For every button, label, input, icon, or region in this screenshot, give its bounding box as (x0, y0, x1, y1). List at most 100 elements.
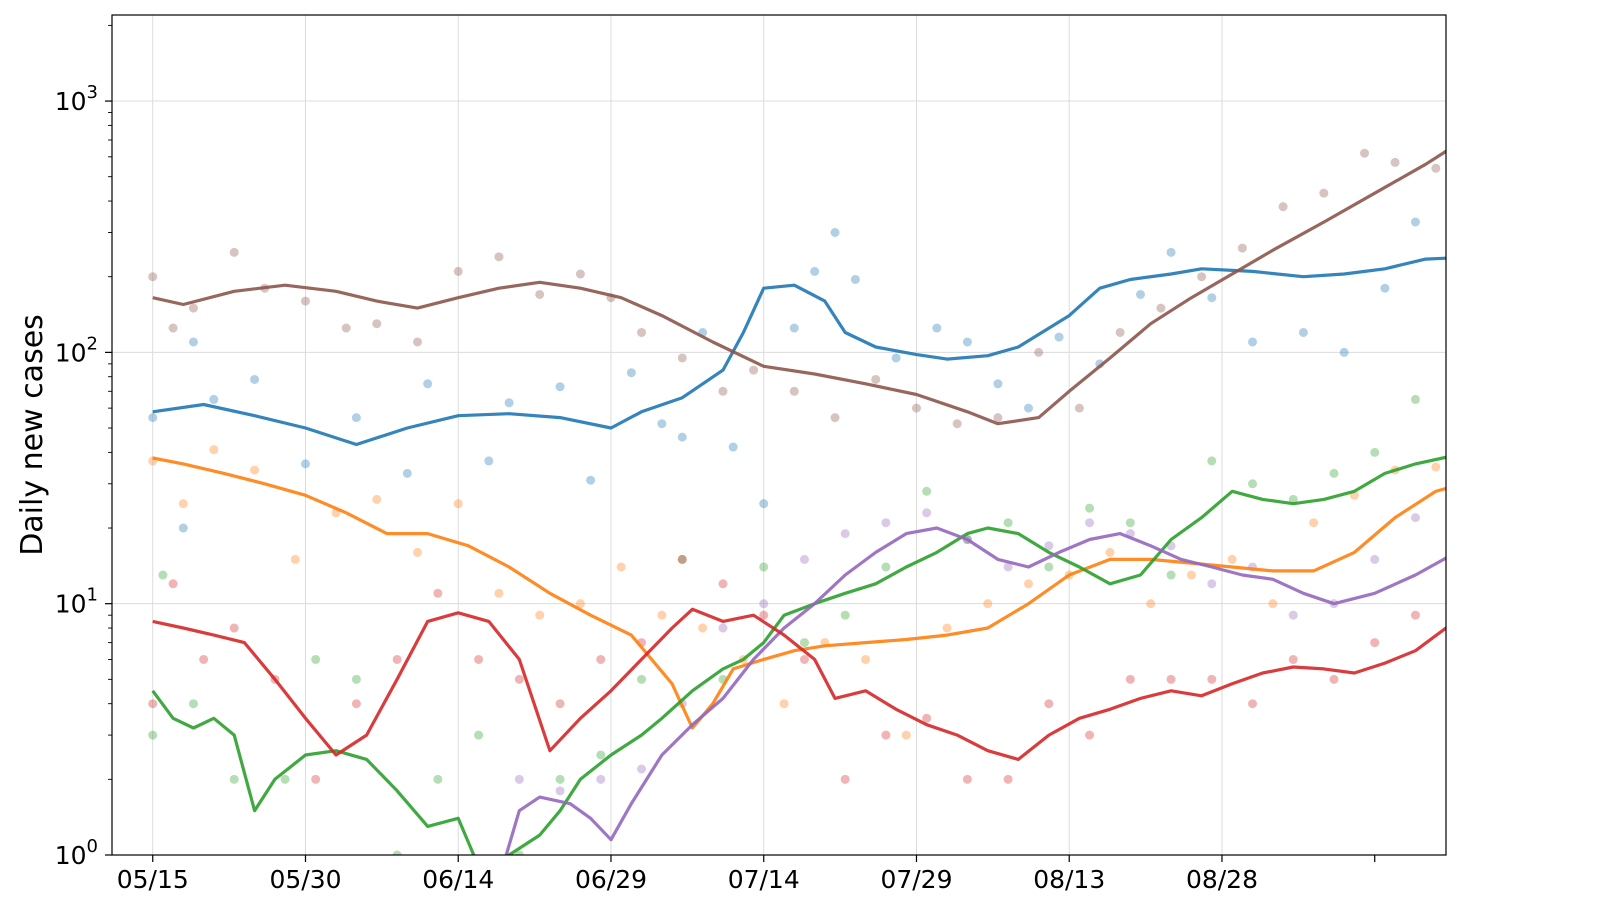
point-georgia (351, 699, 361, 709)
x-tick-label: 07/29 (880, 865, 952, 894)
point-czechia (1380, 283, 1390, 293)
point-hungary (290, 554, 300, 564)
point-netherlands (168, 323, 178, 333)
point-netherlands (749, 365, 759, 375)
point-slovakia (637, 674, 647, 684)
point-czechia (1533, 272, 1542, 281)
point-czechia (1410, 217, 1420, 227)
x-tick-label: 08/28 (1186, 865, 1258, 894)
point-czechia (178, 523, 188, 533)
point-czechia (657, 419, 667, 429)
point-slovakia (229, 774, 239, 784)
point-netherlands (830, 413, 840, 423)
point-georgia (1452, 638, 1461, 647)
point-netherlands (993, 413, 1003, 423)
point-czechia (1136, 289, 1146, 299)
point-netherlands (1319, 188, 1329, 198)
point-hungary (1146, 599, 1156, 609)
point-hungary (250, 465, 260, 475)
point-netherlands (1554, 160, 1563, 169)
point-slovakia (311, 654, 321, 664)
point-georgia (311, 774, 321, 784)
point-czechia (993, 379, 1003, 389)
x-tick-label: 05/15 (117, 865, 189, 894)
point-czechia (402, 468, 412, 478)
plot-frame (111, 14, 1447, 856)
point-czechia (1564, 278, 1573, 287)
line-slovenia (504, 526, 1446, 855)
point-czechia (850, 274, 860, 284)
line-slovakia (151, 455, 1446, 855)
point-slovakia (474, 730, 484, 740)
point-slovakia (1574, 353, 1583, 362)
point-netherlands (1237, 243, 1247, 253)
point-czechia (626, 368, 636, 378)
point-slovenia (840, 529, 850, 539)
point-georgia (1329, 674, 1339, 684)
point-netherlands (637, 327, 647, 337)
point-hungary (453, 499, 463, 509)
point-slovenia (1410, 513, 1420, 523)
point-czechia (728, 442, 738, 452)
y-axis-label: Daily new cases (15, 314, 50, 556)
point-netherlands (789, 386, 799, 396)
point-czechia (250, 374, 260, 384)
point-netherlands (871, 374, 881, 384)
series-lines (151, 149, 1446, 855)
point-hungary (1554, 443, 1563, 452)
point-hungary (494, 588, 504, 598)
point-georgia (799, 654, 809, 664)
point-georgia (148, 699, 158, 709)
point-hungary (861, 654, 871, 664)
point-slovakia (1452, 459, 1461, 468)
point-hungary (535, 610, 545, 620)
point-georgia (840, 774, 850, 784)
point-georgia (229, 623, 239, 633)
point-hungary (1472, 479, 1481, 488)
point-hungary (901, 730, 911, 740)
point-czechia (830, 227, 840, 237)
point-georgia (433, 588, 443, 598)
point-slovakia (148, 730, 158, 740)
x-tick-label: 07/14 (728, 865, 800, 894)
point-slovenia (1492, 462, 1501, 471)
y-tick-label: 101 (55, 585, 98, 619)
y-tick-label: 103 (55, 82, 98, 116)
point-slovenia (881, 518, 891, 528)
point-czechia (504, 398, 514, 408)
point-slovakia (1492, 440, 1501, 449)
point-netherlands (1197, 272, 1207, 282)
line-netherlands (152, 149, 1446, 426)
point-netherlands (718, 386, 728, 396)
point-slovenia (637, 764, 647, 774)
point-slovakia (1370, 447, 1380, 457)
point-georgia (555, 699, 565, 709)
point-czechia (789, 323, 799, 333)
point-czechia (1207, 293, 1217, 303)
point-hungary (657, 610, 667, 620)
point-slovakia (759, 562, 769, 572)
point-hungary (1227, 554, 1237, 564)
point-czechia (1023, 403, 1033, 413)
point-hungary (1105, 547, 1115, 557)
point-czechia (300, 459, 310, 469)
point-georgia (881, 730, 891, 740)
point-georgia (1533, 624, 1542, 633)
point-czechia (1248, 337, 1258, 347)
point-hungary (1268, 599, 1278, 609)
point-georgia (922, 713, 932, 723)
point-netherlands (952, 419, 962, 429)
point-hungary (983, 599, 993, 609)
point-hungary (698, 623, 708, 633)
point-czechia (1054, 332, 1064, 342)
point-slovenia (1044, 541, 1054, 551)
point-hungary (1513, 459, 1522, 468)
point-slovenia (1003, 562, 1013, 572)
point-netherlands (1594, 166, 1600, 175)
point-czechia (351, 413, 361, 423)
point-slovenia (1207, 579, 1217, 589)
scatter-points (148, 68, 1600, 855)
point-slovenia (1452, 487, 1461, 496)
point-netherlands (1462, 68, 1471, 77)
point-netherlands (1034, 347, 1044, 357)
